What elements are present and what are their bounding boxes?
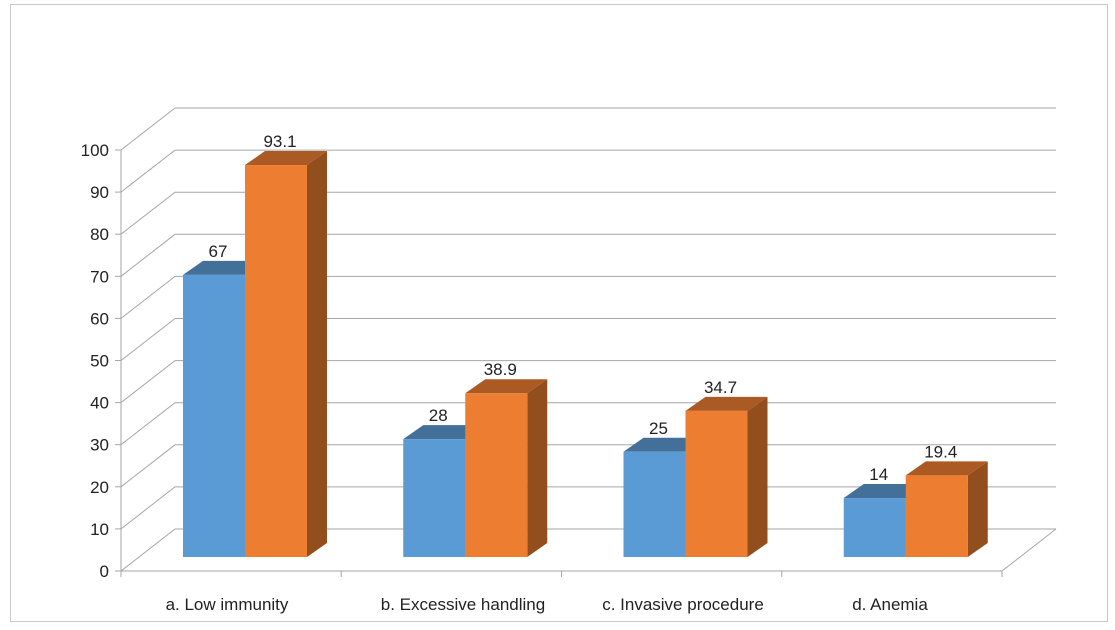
bar-side	[307, 151, 327, 557]
bar-top	[905, 461, 988, 476]
y-tick-label: 60	[90, 309, 109, 328]
x-tick-label: d. Anemia	[852, 595, 928, 614]
data-label: 38.9	[484, 360, 517, 379]
bar	[403, 439, 466, 557]
bar	[245, 165, 307, 557]
y-tick-label: 40	[90, 394, 109, 413]
y-tick-label: 30	[90, 436, 109, 455]
bar-side	[967, 461, 988, 557]
bar-top	[843, 484, 926, 499]
gridline	[120, 107, 1056, 151]
bar	[843, 498, 906, 557]
bar-top	[623, 437, 706, 452]
bar	[905, 475, 968, 557]
bar-top	[245, 151, 327, 166]
data-label: 19.4	[924, 442, 957, 461]
gridline	[120, 149, 1056, 193]
data-label: 25	[649, 419, 668, 438]
labels: 67 93.1 28 38.9 25 34.7 14 19.4 a. Low immunity b…	[166, 132, 958, 614]
y-tick-label: 90	[90, 183, 109, 202]
gridline	[120, 318, 1056, 361]
data-label: 93.1	[263, 132, 296, 151]
x-tick-label: c. Invasive procedure	[602, 595, 764, 614]
gridline	[120, 360, 1056, 403]
y-tick-label: 50	[90, 352, 109, 371]
data-label: 67	[209, 242, 228, 261]
x-tick-label: b. Excessive handling	[381, 595, 545, 614]
bar-top	[465, 379, 548, 394]
bar	[465, 393, 528, 557]
y-tick-label: 0	[100, 562, 109, 581]
gridline	[120, 233, 1056, 277]
gridline	[120, 191, 1056, 235]
bar-top	[183, 260, 265, 275]
data-label: 14	[869, 465, 888, 484]
y-tick-label: 70	[90, 267, 109, 286]
bar	[183, 274, 245, 557]
bar-top	[685, 396, 768, 411]
bar-side	[527, 379, 548, 557]
gridline	[120, 275, 1056, 319]
y-tick-label: 10	[90, 520, 109, 539]
y-tick-label: 80	[90, 225, 109, 244]
axes: 0 10 20 30 40 50 60 70 80 90 100	[81, 141, 1057, 581]
floor-edge	[1001, 528, 1057, 572]
bar-top	[403, 425, 486, 440]
data-label: 34.7	[704, 378, 737, 397]
bar-side	[747, 396, 768, 557]
bar	[623, 451, 686, 557]
bars	[183, 151, 988, 557]
y-tick-label: 20	[90, 478, 109, 497]
data-label: 28	[429, 406, 448, 425]
y-tick-label: 100	[81, 141, 109, 160]
bar	[685, 410, 748, 557]
x-tick-label: a. Low immunity	[166, 595, 289, 614]
